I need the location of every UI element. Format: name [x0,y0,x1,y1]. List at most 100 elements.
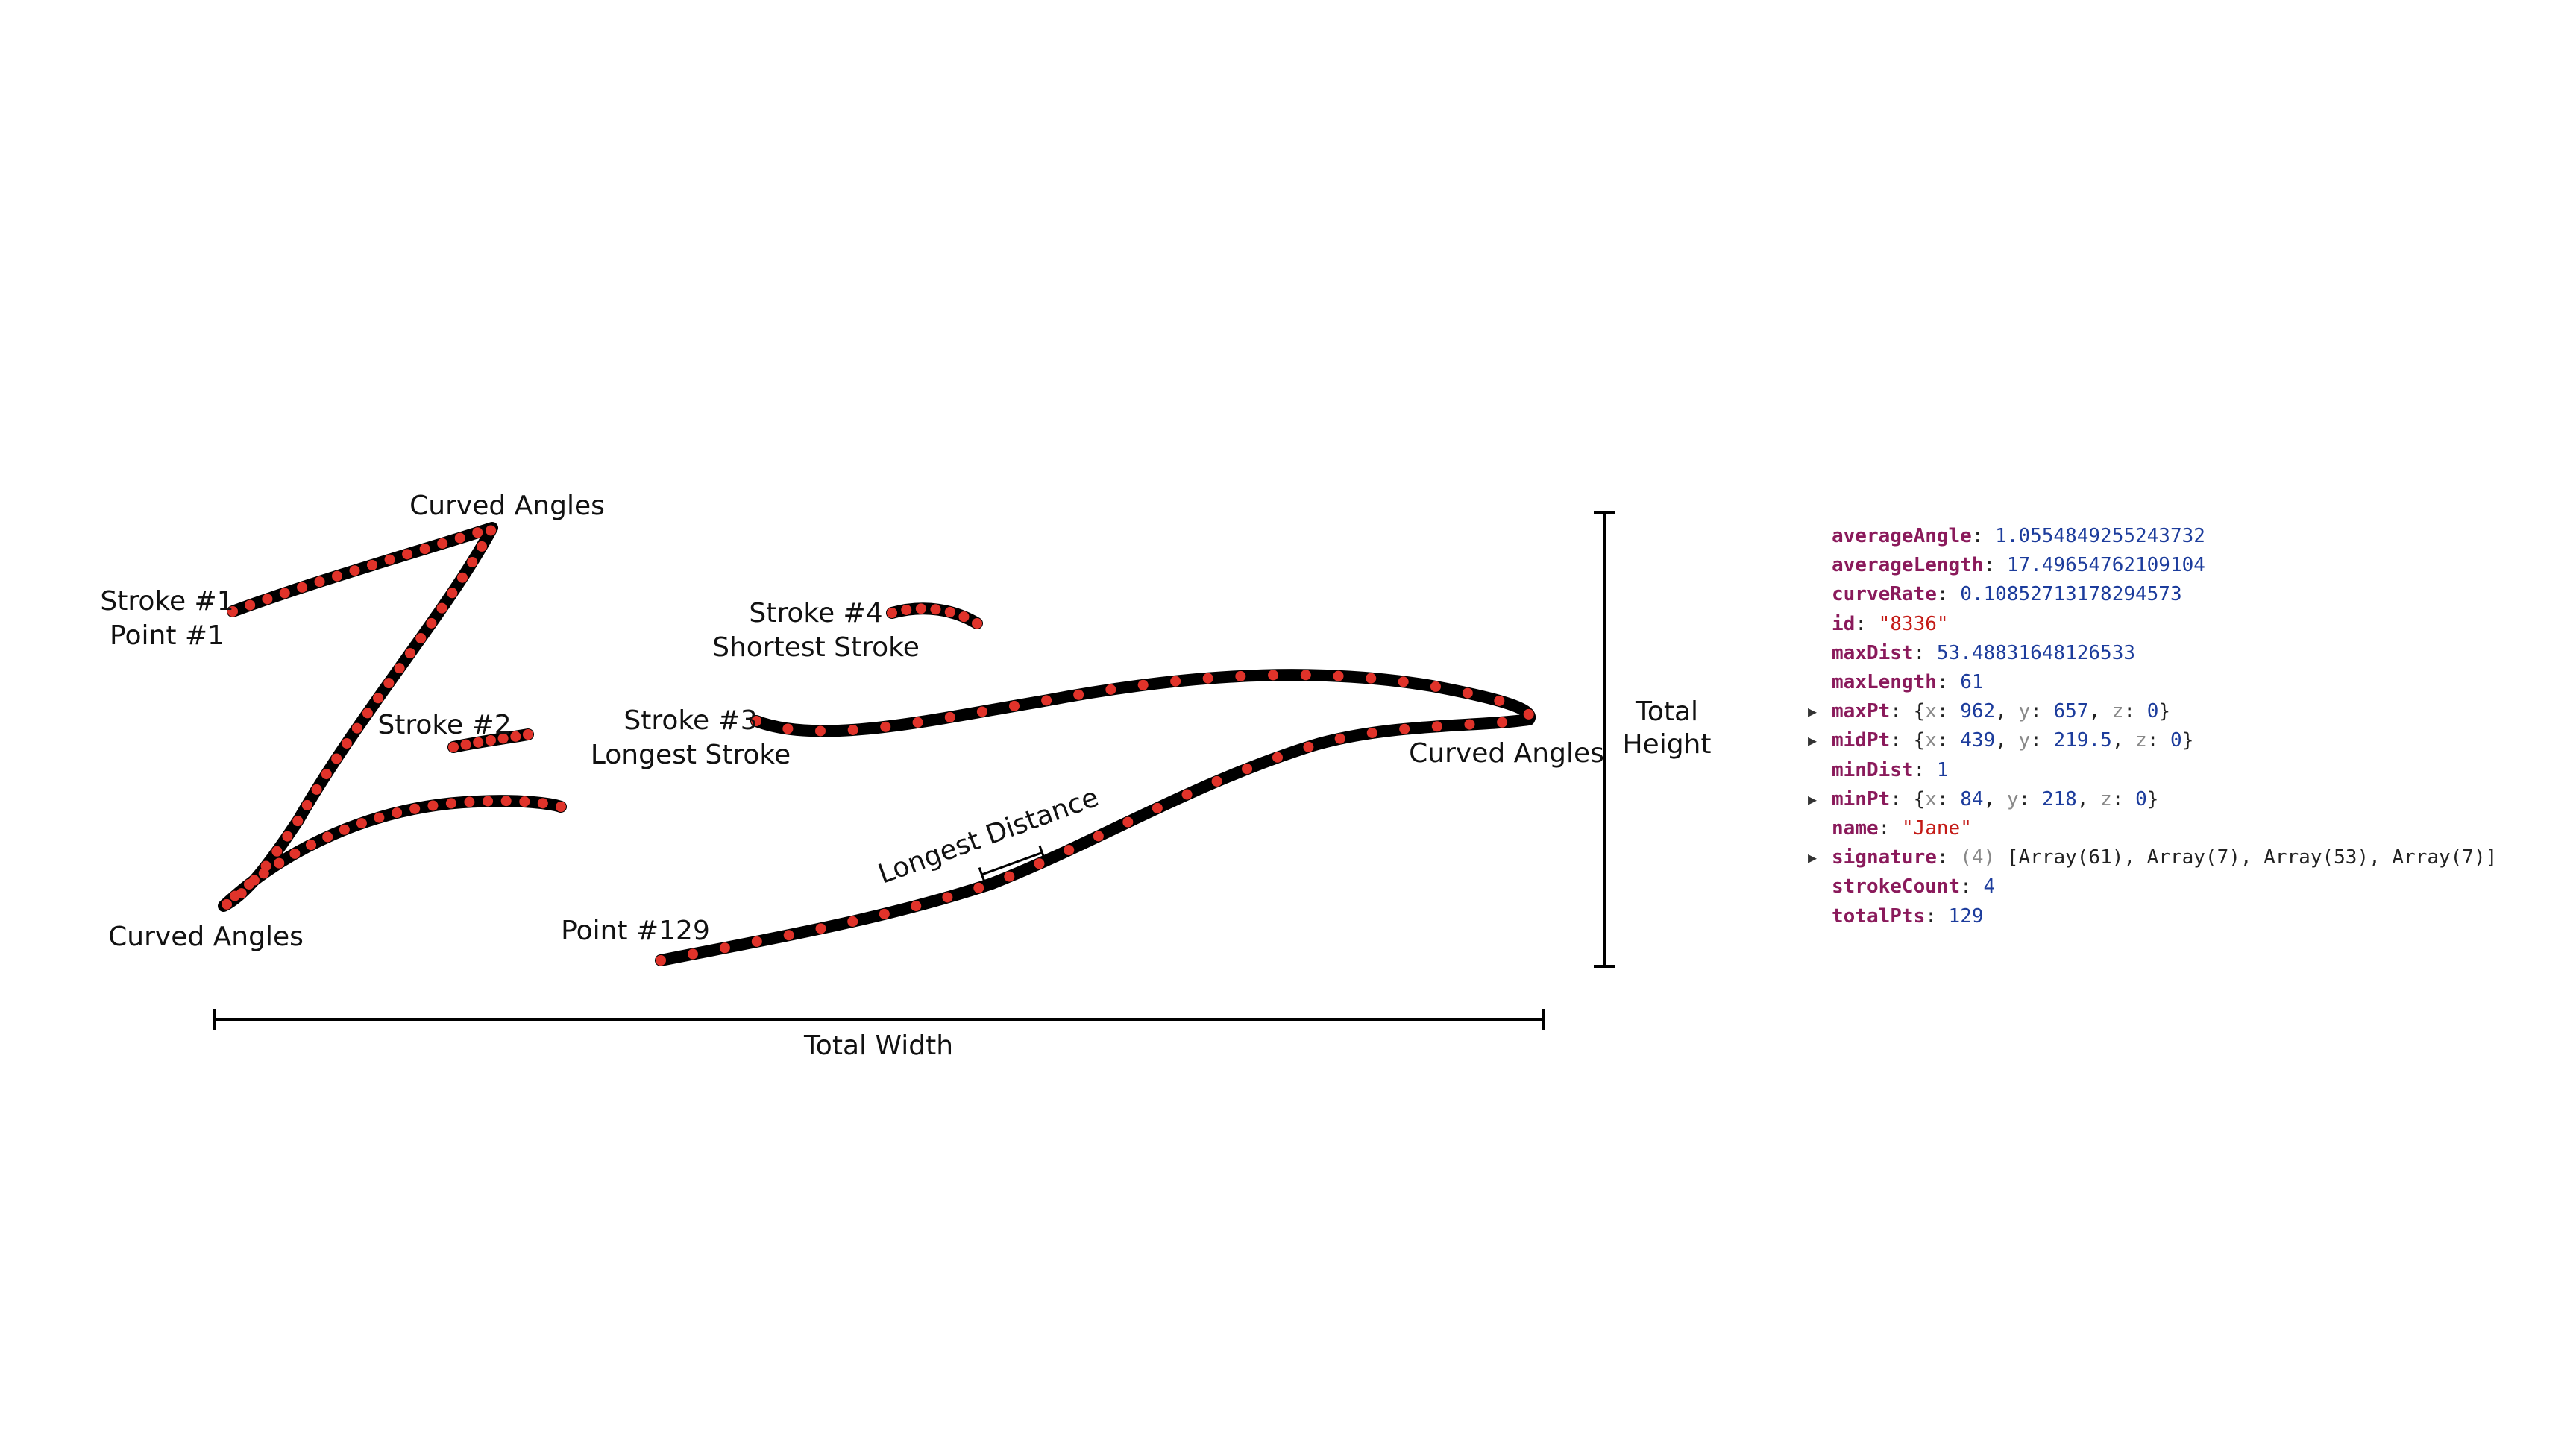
stroke-point [279,588,290,599]
stroke-point [782,723,794,734]
stroke-point [394,663,405,674]
stroke-point [1073,689,1084,700]
stroke-point [485,735,496,746]
label-total-height-line2: Height [1622,729,1711,760]
label-stroke-2: Stroke #2 [377,710,511,740]
stroke-point [1064,845,1075,856]
prop-mid-pt[interactable]: ▶ midPt: {x: 439, y: 219.5, z: 0} [1808,726,2554,755]
prop-stroke-count: strokeCount: 4 [1832,875,1996,898]
prop-total-pts: totalPts: 129 [1832,904,1984,928]
stroke-point [500,796,512,807]
stroke-point [1152,802,1163,813]
stroke-point [374,812,385,823]
label-point-129: Point #129 [561,916,710,946]
stroke-point [911,901,922,912]
prop-max-pt[interactable]: ▶ maxPt: {x: 962, y: 657, z: 0} [1808,697,2554,726]
stroke-point [783,930,794,941]
stroke-point [454,532,465,544]
stroke-point [229,890,240,901]
stroke-point [973,882,984,893]
stroke-point [460,739,471,750]
expand-triangle-icon[interactable]: ▶ [1808,849,1818,867]
stroke-point [1242,764,1253,775]
stroke-point [930,604,941,615]
stroke-point [331,753,342,764]
stroke-point [1093,831,1104,842]
prop-min-pt[interactable]: ▶ minPt: {x: 84, y: 218, z: 0} [1808,785,2554,814]
stroke-point [814,725,826,737]
stroke-point [339,824,350,835]
stroke-point [523,729,533,740]
stroke-point [1034,858,1045,869]
stroke-point [409,803,421,814]
stroke-point [297,582,308,593]
stroke-point [656,955,666,966]
stroke-point [426,617,437,629]
stroke-point [402,549,413,560]
stroke-point [958,611,970,623]
stroke-point [321,769,332,780]
prop-signature[interactable]: ▶ signature: (4) [Array(61), Array(7), Ar… [1808,843,2554,872]
total-height-dimension [1594,511,1615,968]
stroke-point [445,798,456,809]
stroke-point [227,606,238,617]
stroke-point [292,816,304,827]
stroke-point [351,722,362,734]
label-shortest-stroke: Shortest Stroke [712,632,920,663]
stroke-point [483,796,494,807]
stroke-point [314,576,325,588]
label-longest-distance: Longest Distance [874,782,1102,890]
expand-triangle-icon[interactable]: ▶ [1808,731,1818,750]
stroke-point [245,599,256,611]
prop-curve-rate: curveRate: 0.10852713178294573 [1832,583,2182,606]
stroke-point [282,831,293,842]
stroke-point [719,942,730,954]
stroke-point [537,798,548,809]
stroke-point [879,908,890,919]
stroke-point [1235,670,1246,681]
total-width-dimension [213,1009,1545,1030]
stroke-point [243,878,254,890]
stroke-point [486,525,497,536]
stroke-point [427,800,439,811]
stroke-point [1523,708,1534,720]
label-total-width: Total Width [803,1030,953,1061]
prop-max-length: maxLength: 61 [1832,671,1984,694]
stroke-point [373,693,384,704]
stroke-point [1272,752,1283,763]
stroke-point [1303,741,1314,752]
stroke-point [1181,789,1193,800]
stroke-point [847,724,858,735]
stroke-point [447,588,458,599]
stroke-point [519,796,530,808]
stroke-point [384,554,395,565]
stroke-point [472,527,483,538]
stroke-point [356,818,367,829]
prop-min-dist: minDist: 1 [1832,758,1949,781]
stroke-point [1211,775,1222,787]
stroke-point [1431,721,1442,732]
stroke-point [322,831,333,843]
stroke-point [1202,673,1213,684]
label-curved-angles-bottom-left: Curved Angles [108,922,304,952]
stroke-point [332,570,343,582]
stroke-point [1430,681,1441,692]
expand-triangle-icon[interactable]: ▶ [1808,702,1818,721]
stroke-point [1334,733,1345,744]
stroke-point [815,923,826,934]
prop-name: name: "Jane" [1832,817,1972,840]
label-total-height-line1: Total [1635,696,1698,727]
stroke-point [915,603,926,614]
stroke-point [222,898,233,910]
console-object-inspector: averageAngle: 1.0554849255243732 average… [1808,522,2554,931]
stroke-point [271,846,283,857]
expand-triangle-icon[interactable]: ▶ [1808,790,1818,808]
stroke-point [1268,670,1279,681]
stroke-point [751,716,761,726]
stroke-point [1399,723,1410,734]
stroke-point [1464,719,1475,730]
stroke-point [349,565,360,576]
label-curved-angles-top: Curved Angles [409,491,605,521]
stroke-points [222,525,1534,966]
